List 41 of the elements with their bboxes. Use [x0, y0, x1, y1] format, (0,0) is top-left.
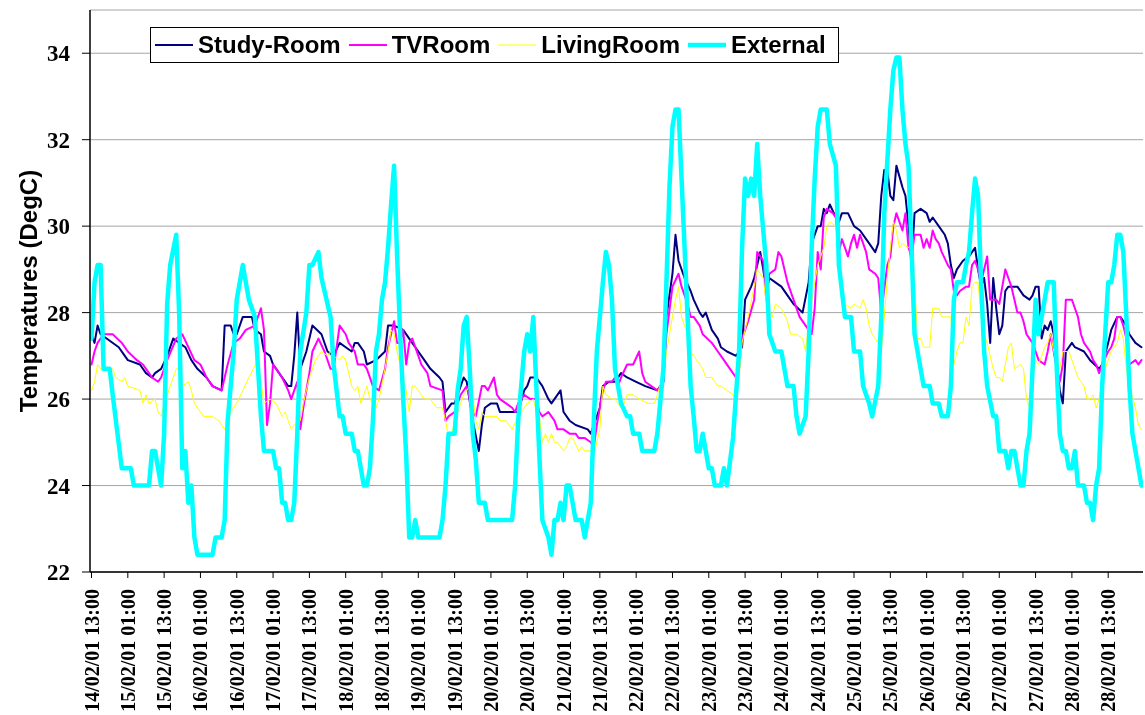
x-tick-label: 28/02/01 13:00	[1097, 589, 1120, 712]
x-tick-label: 19/02/01 01:00	[407, 589, 430, 712]
x-tick-label: 26/02/01 13:00	[951, 589, 974, 712]
x-tick-label: 18/02/01 01:00	[334, 589, 357, 712]
y-tick-label: 24	[47, 473, 71, 499]
x-tick-label: 22/02/01 01:00	[625, 589, 648, 712]
x-tick-label: 15/02/01 13:00	[153, 589, 176, 712]
y-tick-label: 30	[47, 213, 70, 239]
x-tick-label: 26/02/01 01:00	[915, 589, 938, 712]
x-tick-label: 24/02/01 01:00	[770, 589, 793, 712]
y-tick-label: 28	[47, 300, 70, 326]
legend-label: LivingRoom	[541, 31, 680, 59]
legend-label: TVRoom	[391, 31, 491, 59]
x-tick-label: 23/02/01 13:00	[734, 589, 757, 712]
x-tick-label: 15/02/01 01:00	[116, 589, 139, 712]
y-tick-label: 22	[47, 559, 70, 585]
x-tick-label: 16/02/01 13:00	[225, 589, 248, 712]
x-tick-label: 16/02/01 01:00	[189, 589, 212, 712]
x-tick-label: 20/02/01 13:00	[516, 589, 539, 712]
x-tick-label: 21/02/01 13:00	[588, 589, 611, 712]
x-tick-label: 28/02/01 01:00	[1060, 589, 1083, 712]
legend-label: External	[730, 31, 826, 59]
y-tick-label: 26	[47, 386, 70, 412]
y-axis-title: Temperatures (DegC)	[14, 169, 42, 413]
x-tick-label: 14/02/01 13:00	[80, 589, 103, 712]
x-tick-label: 18/02/01 13:00	[371, 589, 393, 712]
x-tick-label: 24/02/01 13:00	[806, 589, 829, 712]
x-tick-label: 19/02/01 13:00	[443, 589, 466, 712]
x-tick-label: 22/02/01 13:00	[661, 589, 684, 712]
x-tick-label: 27/02/01 01:00	[988, 589, 1011, 712]
y-tick-label: 34	[47, 40, 71, 66]
x-tick-label: 23/02/01 01:00	[697, 589, 720, 712]
x-tick-label: 25/02/01 01:00	[843, 589, 866, 712]
x-tick-label: 17/02/01 13:00	[298, 589, 321, 712]
x-tick-label: 17/02/01 01:00	[262, 589, 285, 712]
x-tick-label: 21/02/01 01:00	[552, 589, 575, 712]
legend-label: Study-Room	[198, 31, 341, 59]
y-tick-label: 32	[47, 127, 70, 153]
x-tick-label: 25/02/01 13:00	[879, 589, 902, 712]
x-tick-label: 27/02/01 13:00	[1024, 589, 1047, 712]
x-tick-label: 20/02/01 01:00	[479, 589, 502, 712]
